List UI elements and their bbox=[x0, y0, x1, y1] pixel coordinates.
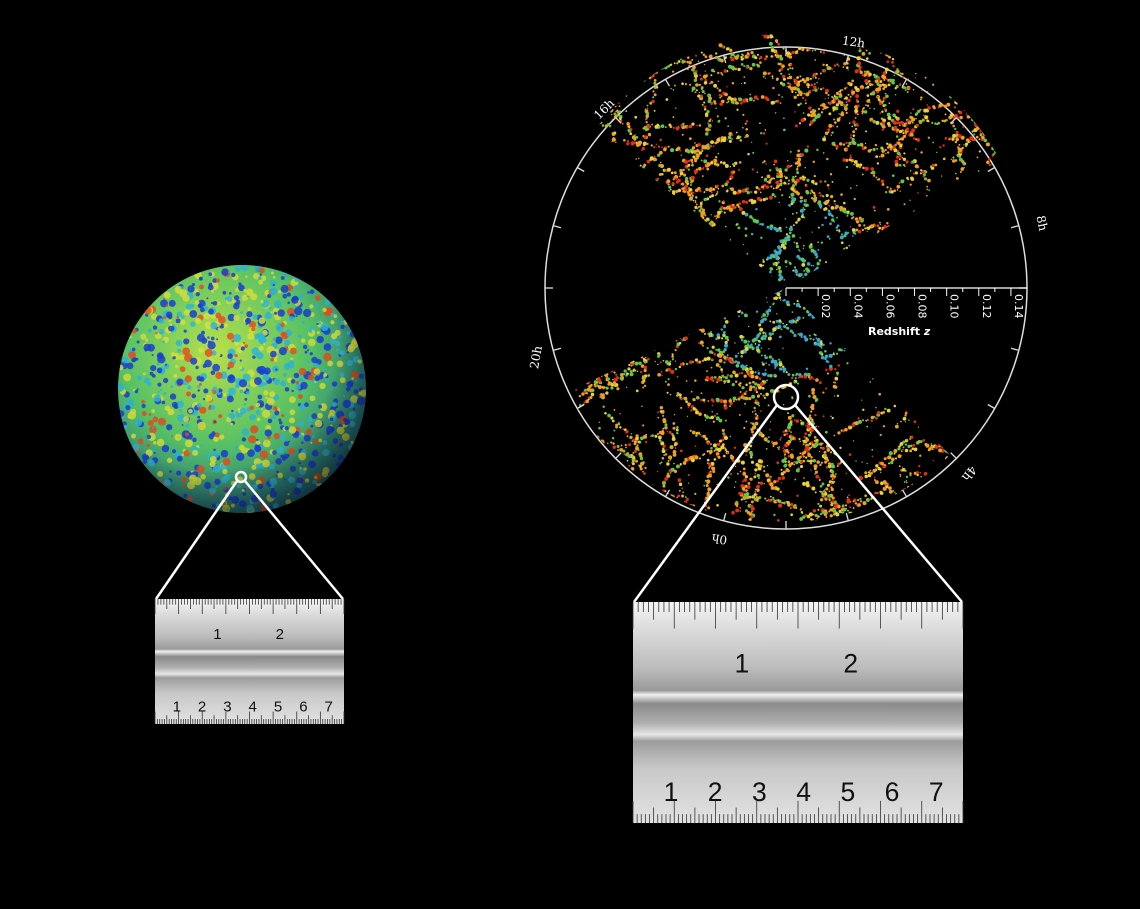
hour-label-20h: 20h bbox=[527, 344, 545, 369]
ruler-bottom-number: 5 bbox=[840, 777, 855, 807]
ruler-bottom-number: 3 bbox=[223, 699, 231, 716]
hour-label-8h: 8h bbox=[1033, 214, 1050, 232]
ruler-top-number: 2 bbox=[843, 649, 858, 679]
ruler-body bbox=[633, 602, 963, 823]
ruler-bottom-number: 7 bbox=[325, 699, 333, 716]
ruler-small: 1 21 2 3 4 5 6 7 bbox=[154, 599, 345, 724]
redshift-tick-label: 0.12 bbox=[980, 294, 993, 319]
redshift-survey-diagram: 12h 16h 8h 20h 4h 0h 0.02 0.04 0.06 0.08 0.1… bbox=[527, 33, 1050, 547]
ruler-bottom-number: 1 bbox=[664, 777, 679, 807]
redshift-tick-label: 0.06 bbox=[883, 294, 896, 319]
ruler-large: 1 21 2 3 4 5 6 7 bbox=[632, 602, 964, 823]
ruler-top-number: 1 bbox=[213, 626, 221, 643]
sphere-zoom-callout bbox=[154, 470, 344, 600]
ruler-bottom-number: 6 bbox=[885, 777, 900, 807]
hour-label-0h: 0h bbox=[711, 531, 728, 547]
ruler-top-number: 2 bbox=[276, 626, 284, 643]
ruler-bottom-number: 7 bbox=[929, 777, 944, 807]
ruler-bottom-number: 2 bbox=[198, 699, 206, 716]
cmb-sphere bbox=[118, 265, 366, 513]
redshift-tick-label: 0.14 bbox=[1012, 294, 1025, 319]
ruler-bottom-number: 4 bbox=[796, 777, 811, 807]
hour-label-4h: 4h bbox=[959, 463, 980, 484]
redshift-tick-label: 0.08 bbox=[916, 294, 929, 319]
hour-label-16h: 16h bbox=[591, 96, 617, 122]
redshift-tick-label: 0.04 bbox=[851, 294, 864, 319]
redshift-axis: 0.02 0.04 0.06 0.08 0.10 0.12 0.14 Redshift z bbox=[785, 287, 1027, 338]
ruler-bottom-number: 5 bbox=[274, 699, 282, 716]
ruler-bottom-number: 6 bbox=[299, 699, 307, 716]
ruler-bottom-number: 3 bbox=[752, 777, 767, 807]
redshift-tick-label: 0.10 bbox=[948, 294, 961, 319]
sphere-zoom-circle bbox=[234, 470, 248, 484]
galaxy-distribution bbox=[568, 33, 1000, 523]
ruler-top-number: 1 bbox=[735, 649, 750, 679]
ruler-body bbox=[155, 599, 344, 724]
survey-zoom-circle bbox=[772, 383, 800, 411]
hour-label-12h: 12h bbox=[841, 34, 866, 51]
ruler-bottom-number: 2 bbox=[708, 777, 723, 807]
redshift-axis-title: Redshift z bbox=[868, 325, 931, 338]
survey-zoom-callout bbox=[632, 383, 963, 603]
redshift-tick-label: 0.02 bbox=[819, 294, 832, 319]
ruler-bottom-number: 4 bbox=[249, 699, 257, 716]
ruler-bottom-number: 1 bbox=[173, 699, 181, 716]
